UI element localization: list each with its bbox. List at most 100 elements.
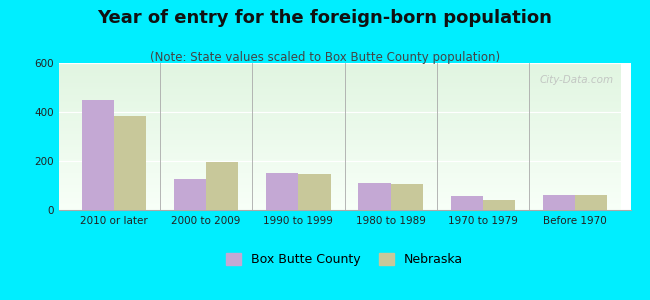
- Bar: [58, 140, 621, 141]
- Bar: [58, 193, 621, 194]
- Bar: [58, 79, 621, 80]
- Bar: [58, 70, 621, 71]
- Bar: [58, 122, 621, 123]
- Bar: [58, 160, 621, 161]
- Bar: [58, 118, 621, 119]
- Bar: [58, 120, 621, 121]
- Bar: [174, 179, 206, 210]
- Bar: [58, 205, 621, 206]
- Bar: [58, 142, 621, 143]
- Bar: [58, 129, 621, 130]
- Bar: [450, 196, 483, 210]
- Bar: [58, 105, 621, 106]
- Bar: [114, 116, 146, 210]
- Bar: [58, 182, 621, 183]
- Bar: [58, 185, 621, 186]
- Bar: [58, 114, 621, 115]
- Bar: [58, 133, 621, 134]
- Bar: [58, 73, 621, 74]
- Bar: [58, 157, 621, 158]
- Bar: [58, 148, 621, 149]
- Bar: [58, 76, 621, 77]
- Bar: [58, 184, 621, 185]
- Bar: [298, 174, 331, 210]
- Bar: [58, 188, 621, 189]
- Bar: [58, 138, 621, 139]
- Bar: [266, 173, 298, 210]
- Bar: [58, 100, 621, 101]
- Bar: [58, 110, 621, 111]
- Bar: [58, 144, 621, 145]
- Bar: [58, 97, 621, 98]
- Bar: [58, 78, 621, 79]
- Bar: [58, 199, 621, 200]
- Bar: [58, 95, 621, 96]
- Bar: [58, 145, 621, 146]
- Bar: [58, 69, 621, 70]
- Bar: [358, 183, 391, 210]
- Bar: [58, 93, 621, 94]
- Bar: [58, 167, 621, 168]
- Bar: [58, 99, 621, 100]
- Bar: [58, 116, 621, 117]
- Bar: [58, 181, 621, 182]
- Bar: [58, 176, 621, 177]
- Bar: [58, 113, 621, 114]
- Bar: [58, 150, 621, 151]
- Bar: [58, 158, 621, 159]
- Bar: [58, 153, 621, 154]
- Bar: [58, 191, 621, 192]
- Bar: [58, 179, 621, 180]
- Bar: [58, 89, 621, 90]
- Bar: [58, 103, 621, 104]
- Bar: [58, 194, 621, 195]
- Bar: [58, 152, 621, 153]
- Bar: [58, 109, 621, 110]
- Bar: [58, 74, 621, 75]
- Bar: [483, 200, 515, 210]
- Bar: [58, 85, 621, 86]
- Bar: [58, 207, 621, 208]
- Bar: [58, 66, 621, 67]
- Bar: [58, 75, 621, 76]
- Bar: [58, 170, 621, 171]
- Bar: [58, 137, 621, 138]
- Bar: [58, 96, 621, 97]
- Bar: [58, 65, 621, 66]
- Bar: [58, 206, 621, 207]
- Text: City-Data.com: City-Data.com: [540, 75, 614, 85]
- Bar: [58, 121, 621, 122]
- Bar: [58, 161, 621, 162]
- Bar: [58, 155, 621, 156]
- Bar: [58, 146, 621, 147]
- Bar: [81, 100, 114, 210]
- Bar: [58, 165, 621, 166]
- Bar: [58, 149, 621, 150]
- Bar: [58, 90, 621, 91]
- Bar: [58, 101, 621, 102]
- Bar: [58, 189, 621, 190]
- Bar: [58, 208, 621, 209]
- Legend: Box Butte County, Nebraska: Box Butte County, Nebraska: [221, 248, 468, 272]
- Bar: [58, 196, 621, 197]
- Bar: [58, 135, 621, 136]
- Bar: [58, 200, 621, 201]
- Bar: [58, 197, 621, 198]
- Bar: [58, 86, 621, 87]
- Text: (Note: State values scaled to Box Butte County population): (Note: State values scaled to Box Butte …: [150, 51, 500, 64]
- Bar: [58, 130, 621, 131]
- Bar: [58, 159, 621, 160]
- Bar: [58, 117, 621, 118]
- Bar: [58, 168, 621, 169]
- Bar: [58, 203, 621, 204]
- Bar: [58, 124, 621, 125]
- Bar: [58, 102, 621, 103]
- Bar: [58, 187, 621, 188]
- Bar: [58, 107, 621, 108]
- Bar: [575, 195, 608, 210]
- Bar: [58, 190, 621, 191]
- Bar: [58, 141, 621, 142]
- Bar: [58, 177, 621, 178]
- Bar: [58, 123, 621, 124]
- Bar: [58, 112, 621, 113]
